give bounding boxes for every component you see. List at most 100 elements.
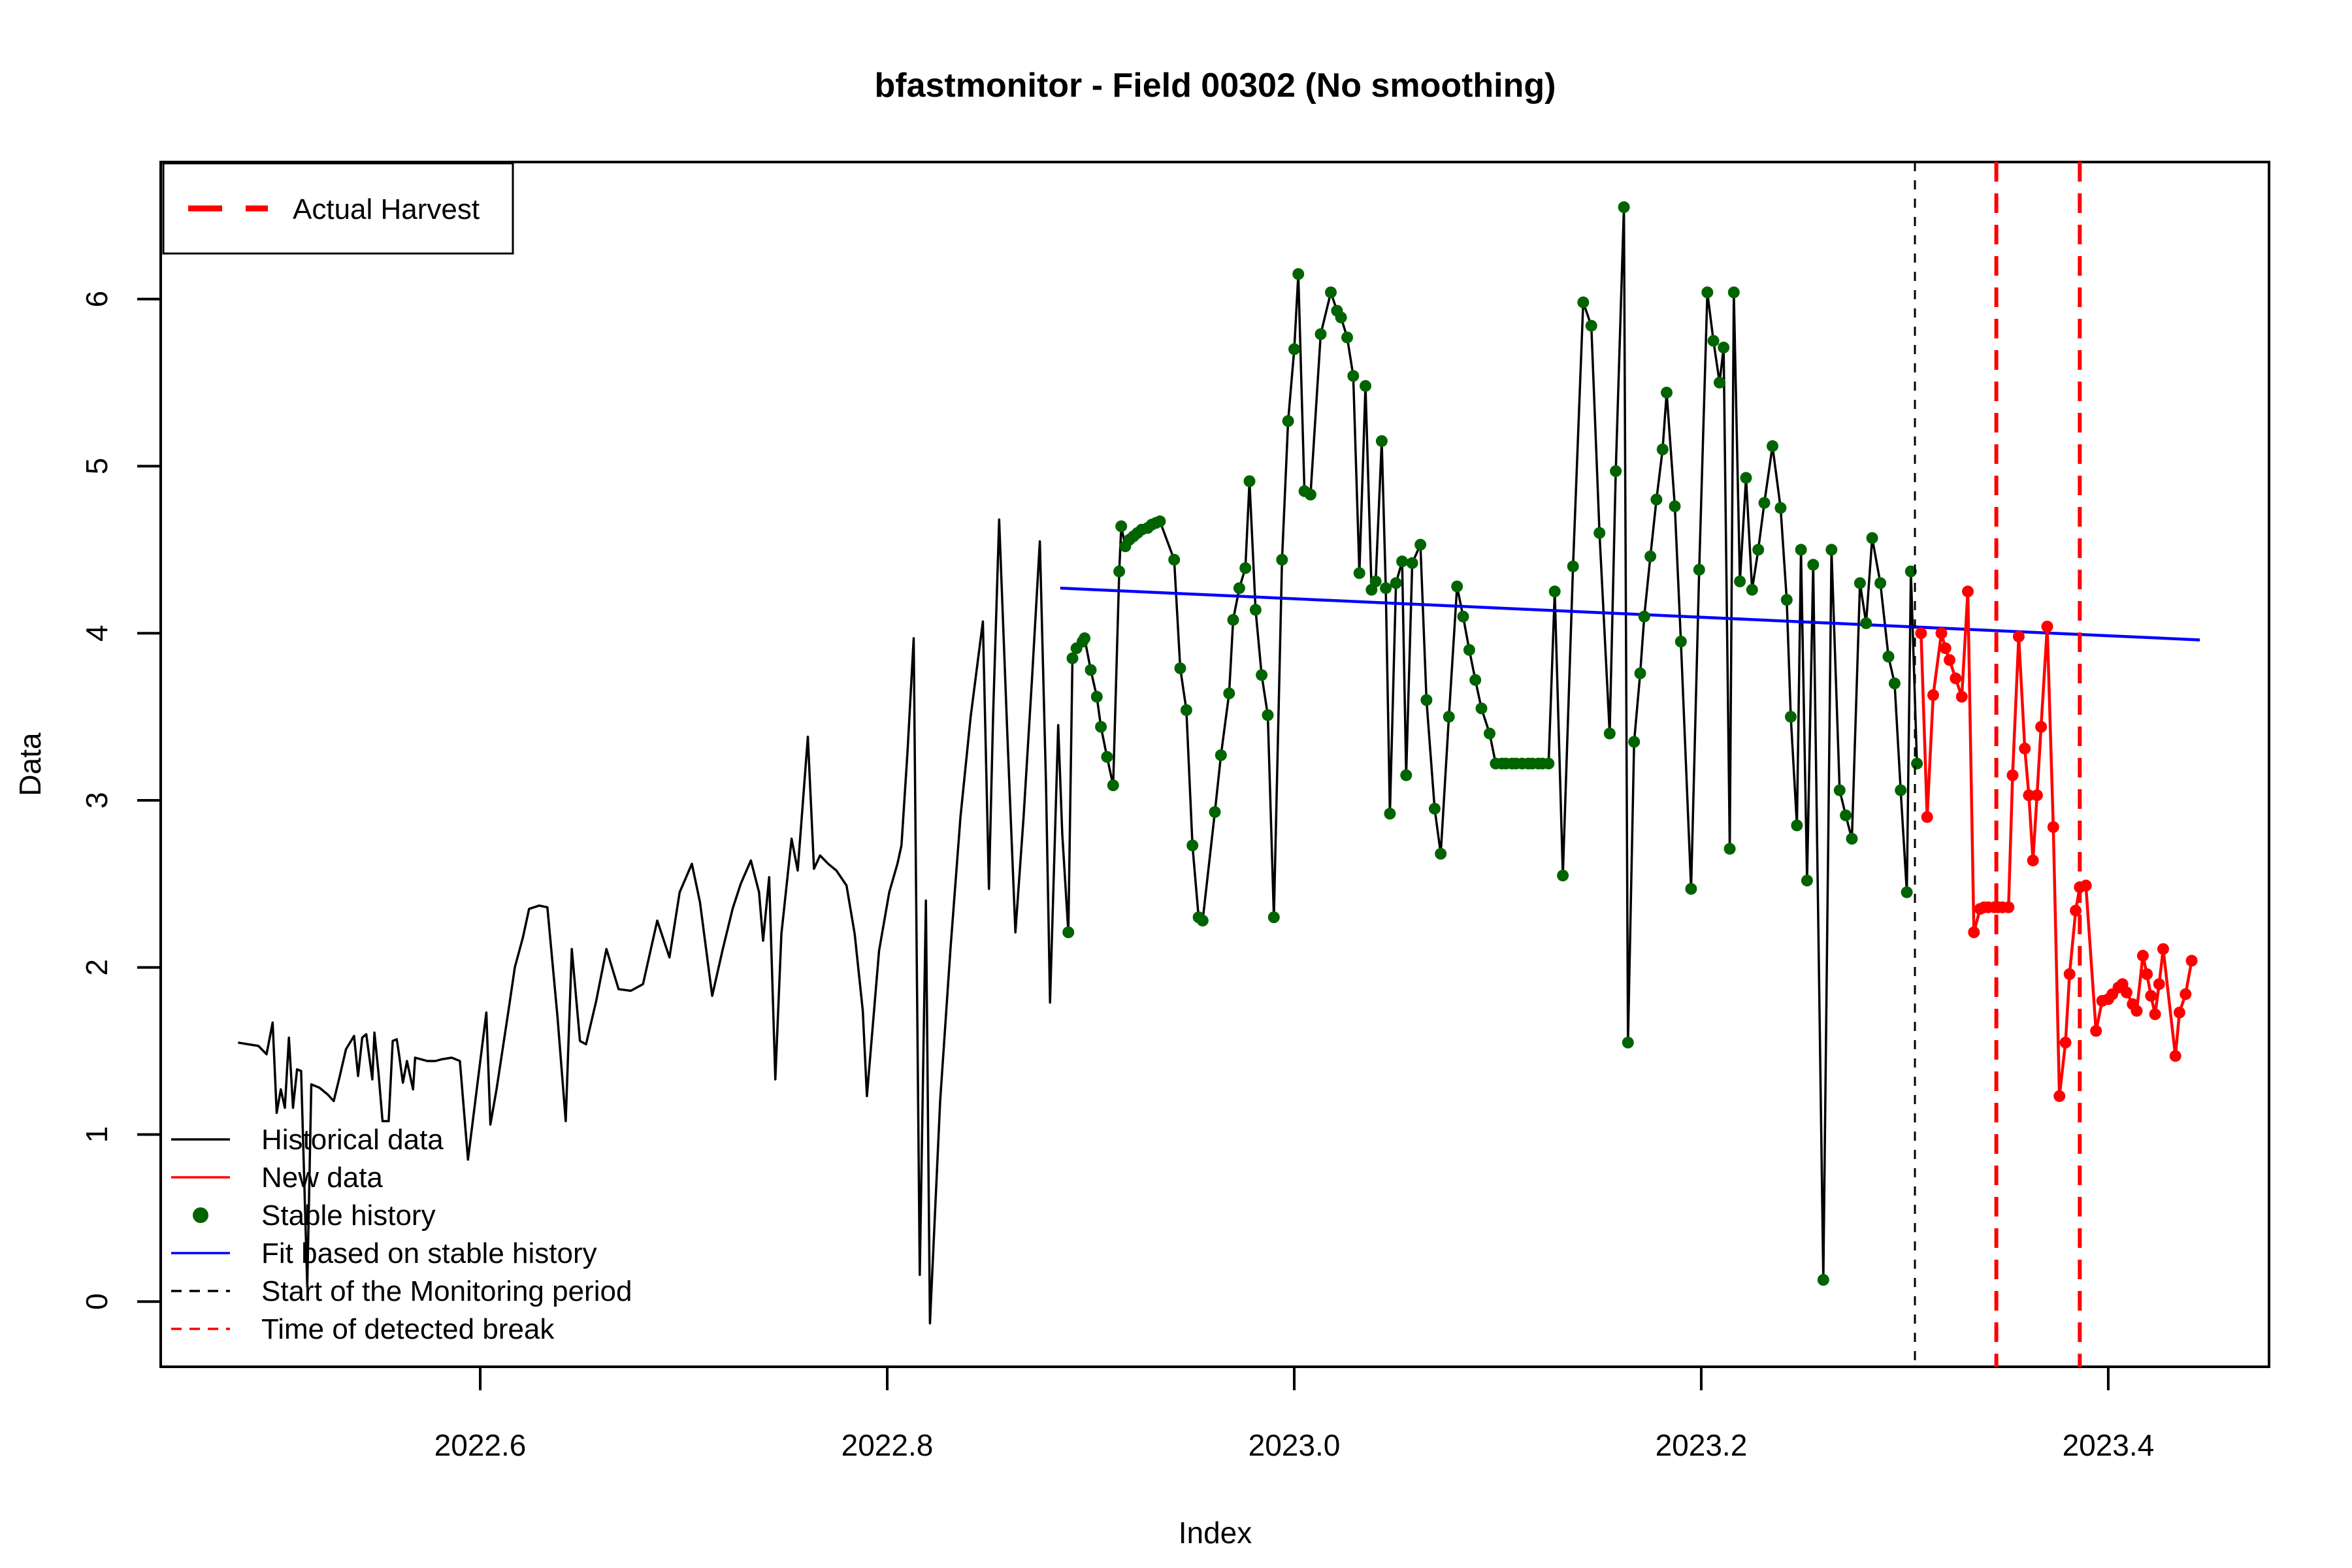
stable-history-point	[1243, 475, 1256, 487]
stable-history-point	[1325, 286, 1337, 299]
new-data-point	[2012, 630, 2025, 643]
stable-history-point	[1085, 664, 1097, 676]
stable-history-point	[1911, 757, 1923, 770]
stable-history-point	[1196, 915, 1209, 927]
stable-history-point	[1752, 544, 1765, 556]
stable-history-point	[1874, 577, 1887, 589]
stable-history-point	[1825, 544, 1838, 556]
new-data-point	[1950, 672, 1962, 685]
new-data-point	[2035, 721, 2048, 733]
stable-history-point	[1256, 669, 1268, 681]
stable-history-point	[1746, 583, 1758, 596]
x-tick-label: 2023.4	[2063, 1428, 2155, 1462]
new-data-point	[2063, 968, 2076, 980]
stable-history-point	[1866, 532, 1878, 544]
new-data-point	[1955, 691, 1968, 703]
legend-item-label: New data	[261, 1162, 383, 1194]
stable-history-point	[1758, 497, 1771, 509]
stable-history-point	[1693, 564, 1705, 576]
stable-history-point	[1062, 926, 1075, 938]
new-data-point	[2070, 904, 2082, 917]
stable-history-point	[1723, 843, 1736, 855]
legend-actual-harvest: Actual Harvest	[162, 162, 514, 255]
stable-history-point	[1107, 779, 1119, 791]
x-tick-label: 2022.8	[841, 1428, 934, 1462]
stable-history-point	[1628, 736, 1641, 748]
stable-history-point	[1718, 341, 1730, 353]
stable-history-point	[1650, 493, 1663, 506]
new-data-point	[2141, 968, 2153, 980]
stable-history-point	[1369, 575, 1382, 587]
stable-history-point	[1186, 840, 1199, 851]
stable-history-point	[1795, 544, 1807, 556]
stable-history-point	[1223, 687, 1235, 700]
new-data-point	[2153, 978, 2165, 990]
stable-history-point	[1262, 709, 1274, 721]
stable-history-point	[1414, 538, 1427, 551]
stable-history-point	[1567, 560, 1579, 572]
stable-history-point	[1400, 769, 1413, 781]
stable-history-point	[1360, 380, 1371, 392]
y-tick-label: 1	[80, 1126, 114, 1143]
x-axis: 2022.6 2022.8 2023.0 2023.2 2023.4	[434, 1367, 2155, 1462]
y-tick-label: 5	[80, 458, 114, 475]
stable-history-point	[1610, 465, 1622, 478]
new-data-point	[1939, 642, 1952, 655]
stable-history-point	[1341, 331, 1353, 344]
legend-item-label: Stable history	[261, 1200, 436, 1232]
stable-history-point	[1180, 704, 1192, 716]
new-data-point	[2185, 955, 2198, 967]
x-tick-label: 2023.0	[1249, 1428, 1341, 1462]
stable-history-point	[1115, 520, 1128, 532]
vlines-layer	[1914, 162, 2082, 1367]
stable-history-point	[1807, 559, 1820, 571]
stable-history-point	[1384, 808, 1396, 820]
stable-history-point	[1168, 553, 1181, 566]
stable-history-point	[1661, 386, 1673, 399]
stable-history-point	[1727, 286, 1740, 299]
stable-history-point	[1101, 751, 1113, 763]
stable-history-point	[1846, 832, 1858, 845]
stable-history-point	[1457, 610, 1469, 623]
stable-history-point	[1780, 594, 1793, 606]
new-data-point	[2002, 901, 2015, 913]
stable-history-point	[1469, 674, 1482, 686]
stable-history-point	[1209, 806, 1221, 818]
stable-history-point	[1484, 727, 1495, 740]
new-data-point	[2019, 742, 2031, 755]
legend-stable-history-dot	[193, 1207, 208, 1223]
new-data-point	[2031, 789, 2043, 802]
y-tick-label: 2	[80, 959, 114, 976]
stable-history-point	[1315, 328, 1327, 340]
stable-history-point	[1215, 749, 1227, 761]
new-data-point	[1962, 585, 1974, 598]
stable-history-point	[1817, 1274, 1829, 1286]
stable-history-point	[1420, 694, 1433, 706]
stable-history-point	[1701, 286, 1714, 299]
stable-history-point	[1174, 662, 1186, 674]
stable-history-point	[1656, 443, 1669, 455]
stable-history-point	[1543, 757, 1555, 770]
stable-history-point	[1774, 502, 1787, 514]
new-data-point	[1921, 811, 1933, 823]
stable-history-point	[1079, 632, 1091, 644]
stable-history-point	[1901, 886, 1913, 898]
stable-history-point	[1463, 644, 1475, 656]
stable-history-point	[1622, 1036, 1634, 1049]
stable-history-point	[1801, 874, 1813, 887]
stable-history-point	[1249, 604, 1262, 616]
new-data-line	[1919, 590, 2193, 1098]
new-data-point	[2145, 990, 2157, 1002]
stable-history-point	[1603, 727, 1616, 740]
stable-history-point	[1734, 575, 1746, 587]
new-data-point	[2180, 988, 2192, 1000]
stable-history-point	[1860, 617, 1872, 629]
stable-history-point	[1475, 702, 1488, 715]
stable-history-point	[1840, 809, 1852, 821]
stable-history-point	[1638, 610, 1650, 623]
new-data-point	[2080, 879, 2092, 892]
stable-history-point	[1390, 577, 1402, 589]
stable-history-point	[1443, 711, 1455, 723]
stable-history-point	[1353, 567, 1365, 580]
